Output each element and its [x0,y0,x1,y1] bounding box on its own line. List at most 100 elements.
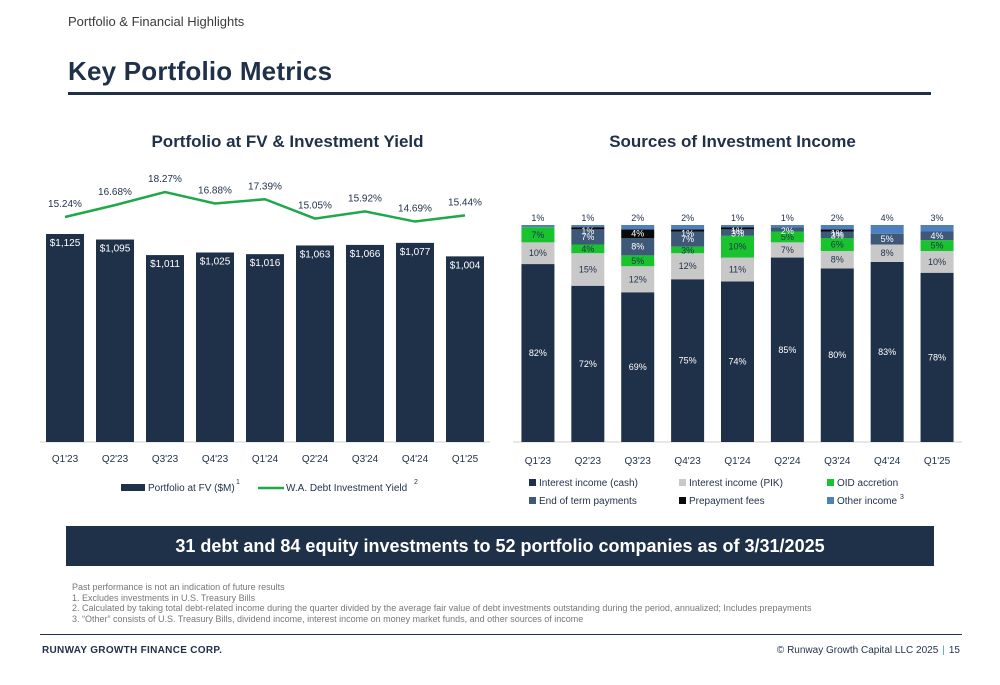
income-segment-label: 7% [531,230,544,240]
company-name: RUNWAY GROWTH FINANCE CORP. [42,645,223,656]
yield-data-label: 15.44% [448,197,482,208]
income-segment [820,238,854,252]
income-segment-label: 69% [629,362,647,372]
yield-data-label: 15.92% [348,193,382,204]
yield-data-label: 15.05% [298,201,332,212]
portfolio-bar [196,252,234,442]
income-segment-label: 2% [681,213,694,223]
portfolio-bar-label: $1,125 [50,238,81,249]
income-segment [621,266,655,293]
x-tick-label: Q3'24 [352,454,379,465]
income-segment-label: 12% [679,261,697,271]
income-segment-label: 82% [529,348,547,358]
income-segment [820,231,854,239]
x-tick-label: Q4'23 [202,454,229,465]
income-segment [671,225,705,230]
income-segment-label: 2% [831,213,844,223]
legend-swatch [679,497,686,504]
income-segment [870,225,904,234]
legend-label: Other income [837,496,897,507]
copyright: © Runway Growth Capital LLC 2025 | 15 [777,645,960,656]
portfolio-bar [296,245,334,442]
income-segment [820,268,854,442]
legend-label-portfolio: Portfolio at FV ($M) [148,483,235,494]
income-segment-label: 3% [931,213,944,223]
income-segment-label: 1% [781,213,794,223]
income-segment [571,244,605,254]
x-tick-label: Q2'23 [102,454,129,465]
x-tick-label: Q4'24 [402,454,429,465]
income-segment-label: 10% [928,257,946,267]
income-segment-label: 4% [581,244,594,254]
income-segment [770,242,804,258]
income-segment [521,225,555,228]
income-segment-label: 8% [631,242,644,252]
portfolio-chart-title: Portfolio at FV & Investment Yield [151,132,424,151]
legend-swatch [679,479,686,486]
income-segment [820,225,854,230]
income-segment [621,292,655,442]
income-segment [770,227,804,232]
income-segment-label: 15% [579,264,597,274]
portfolio-bar-label: $1,004 [450,260,481,271]
footnote-3: 3. “Other” consists of U.S. Treasury Bil… [72,613,584,624]
income-segment-label: 80% [828,350,846,360]
x-tick-label: Q1'23 [52,454,79,465]
portfolio-bar-label: $1,063 [300,249,331,260]
portfolio-bar-label: $1,095 [100,244,131,255]
yield-data-label: 17.39% [248,181,282,192]
x-tick-label: Q3'23 [152,454,179,465]
legend-label-yield: W.A. Debt Investment Yield [286,483,407,494]
income-segment [671,231,705,247]
income-segment-label: 5% [631,256,644,266]
income-segment-label: 8% [881,248,894,258]
portfolio-bar-label: $1,066 [350,249,381,260]
yield-data-label: 16.88% [198,185,232,196]
income-segment-label: 10% [728,242,746,252]
income-segment-label: 1% [731,226,744,236]
income-segment-label: 85% [778,345,796,355]
legend-label: OID accretion [837,478,898,489]
page-title: Key Portfolio Metrics [68,56,333,86]
income-segment [721,227,754,230]
income-segment [920,240,954,252]
income-segment-label: 6% [831,240,844,250]
legend-swatch [529,497,536,504]
income-segment-label: 3% [831,231,844,241]
income-segment [721,235,754,258]
income-segment [571,227,605,230]
legend-swatch [529,479,536,486]
income-segment [770,231,804,243]
income-segment [870,233,904,245]
income-segment-label: 74% [728,357,746,367]
x-tick-label: Q2'24 [774,456,801,467]
portfolio-bar-label: $1,016 [250,258,281,269]
income-segment [770,225,804,228]
income-segment [671,246,705,254]
income-segment [820,251,854,269]
income-segment-label: 2% [631,213,644,223]
income-segment-label: 7% [581,232,594,242]
income-segment-label: 1% [531,213,544,223]
yield-data-label: 18.27% [148,174,182,185]
income-segment [870,244,904,262]
portfolio-bar [96,239,134,442]
x-tick-label: Q4'23 [674,456,701,467]
x-tick-label: Q1'25 [924,456,951,467]
income-segment-label: 1% [581,226,594,236]
income-segment [571,225,605,228]
income-segment [920,231,954,241]
x-tick-label: Q2'24 [302,454,329,465]
legend-swatch-portfolio [121,484,145,491]
legend-label: Interest income (cash) [539,478,638,489]
income-segment-label: 10% [529,248,547,258]
income-segment-label: 83% [878,347,896,357]
income-segment [770,257,804,442]
page-number: 15 [948,645,960,656]
footnote-2: 2. Calculated by taking total debt-relat… [72,603,812,613]
footnote-1: 1. Excludes investments in U.S. Treasury… [72,592,256,603]
income-segment-label: 5% [881,234,894,244]
yield-data-label: 14.69% [398,204,432,215]
income-segment [571,229,605,245]
